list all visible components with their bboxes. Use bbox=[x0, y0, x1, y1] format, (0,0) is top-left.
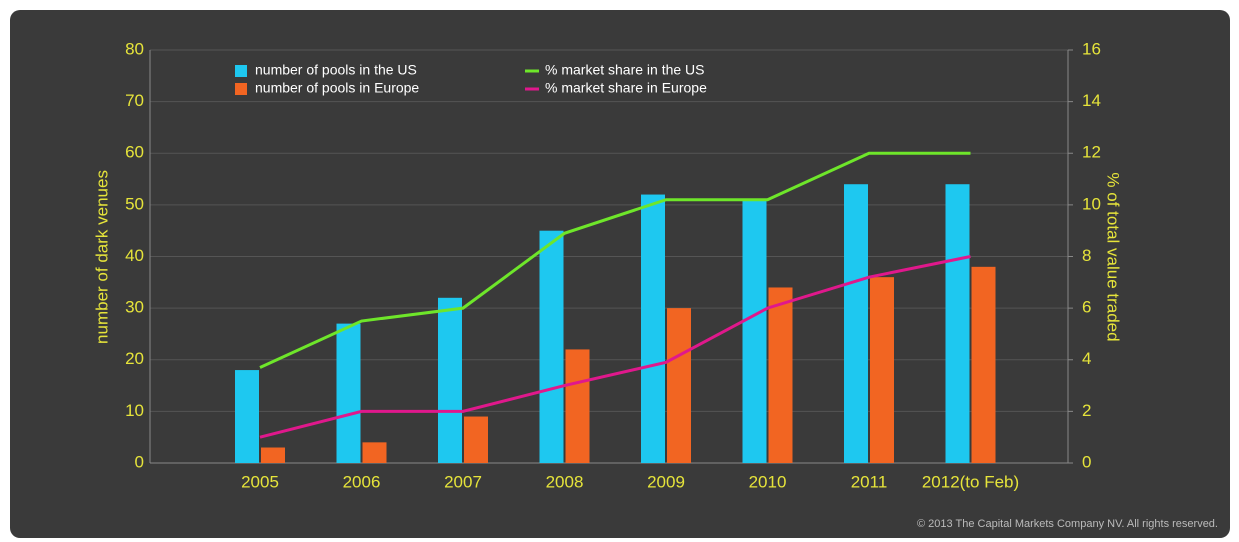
bar bbox=[464, 416, 488, 463]
legend-swatch bbox=[235, 83, 247, 95]
bar bbox=[362, 442, 387, 463]
legend-label: number of pools in the US bbox=[255, 62, 417, 78]
y-tick-label: 80 bbox=[125, 39, 144, 58]
x-tick-label: 2012(to Feb) bbox=[922, 472, 1019, 491]
y2-tick-label: 16 bbox=[1082, 39, 1101, 58]
y-tick-label: 70 bbox=[125, 91, 144, 110]
legend-swatch bbox=[235, 65, 247, 77]
bar bbox=[870, 277, 894, 463]
y2-tick-label: 14 bbox=[1082, 91, 1101, 110]
x-tick-label: 2010 bbox=[749, 472, 787, 491]
y-tick-label: 30 bbox=[125, 298, 144, 317]
bar bbox=[971, 266, 996, 463]
y2-tick-label: 2 bbox=[1082, 401, 1091, 420]
x-tick-label: 2007 bbox=[444, 472, 482, 491]
x-tick-label: 2011 bbox=[851, 472, 888, 491]
bar bbox=[539, 230, 564, 463]
bar bbox=[438, 297, 462, 463]
y-axis-label: number of dark venues bbox=[92, 170, 111, 344]
x-tick-label: 2008 bbox=[546, 472, 584, 491]
y-tick-label: 50 bbox=[125, 194, 144, 213]
y-tick-label: 40 bbox=[125, 246, 144, 265]
y-tick-label: 20 bbox=[125, 349, 144, 368]
bar bbox=[641, 194, 665, 464]
y2-tick-label: 12 bbox=[1082, 143, 1101, 162]
x-tick-label: 2005 bbox=[241, 472, 279, 491]
y2-tick-label: 4 bbox=[1082, 349, 1091, 368]
y2-tick-label: 6 bbox=[1082, 298, 1091, 317]
bar bbox=[768, 287, 793, 463]
panel bbox=[10, 10, 1230, 538]
y2-tick-label: 8 bbox=[1082, 246, 1091, 265]
y-tick-label: 0 bbox=[135, 452, 144, 471]
bar bbox=[844, 184, 868, 463]
copyright: © 2013 The Capital Markets Company NV. A… bbox=[917, 518, 1218, 530]
y-tick-label: 10 bbox=[125, 401, 144, 420]
bar bbox=[945, 184, 970, 463]
bar bbox=[565, 349, 590, 463]
y2-tick-label: 10 bbox=[1082, 194, 1101, 213]
bar bbox=[235, 370, 259, 463]
legend-label: number of pools in Europe bbox=[255, 80, 419, 96]
bar bbox=[667, 308, 691, 463]
y2-axis-label: % of total value traded bbox=[1104, 172, 1123, 341]
line bbox=[259, 151, 971, 369]
x-tick-label: 2006 bbox=[343, 472, 381, 491]
bar bbox=[336, 323, 361, 463]
y2-tick-label: 0 bbox=[1082, 452, 1091, 471]
legend-label: % market share in Europe bbox=[545, 80, 707, 96]
bar bbox=[261, 447, 285, 463]
x-tick-label: 2009 bbox=[647, 472, 685, 491]
line bbox=[259, 255, 971, 439]
bar bbox=[742, 199, 767, 463]
y-tick-label: 60 bbox=[125, 143, 144, 162]
legend-label: % market share in the US bbox=[545, 62, 705, 78]
